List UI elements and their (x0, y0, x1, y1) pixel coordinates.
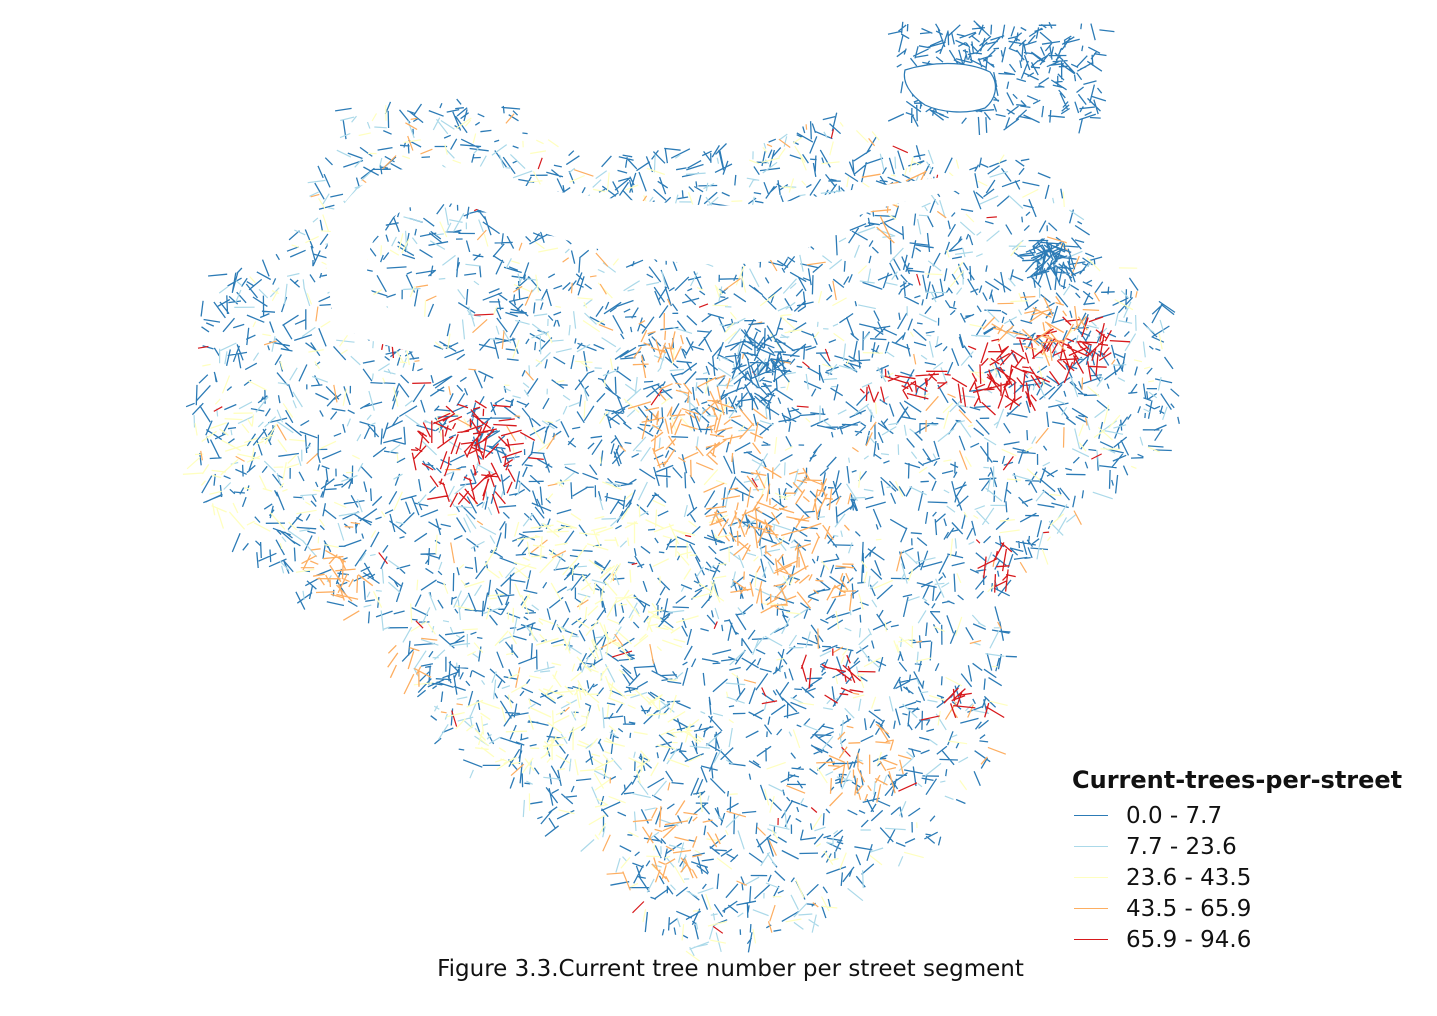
legend-item: 7.7 - 23.6 (1072, 831, 1432, 862)
street-cluster (632, 312, 684, 379)
street-cluster (977, 542, 1016, 593)
street-cluster (1019, 237, 1079, 291)
high-tree-clusters (182, 170, 1131, 883)
legend-swatch (1074, 877, 1108, 878)
street-cluster (387, 637, 438, 695)
street-cluster (720, 319, 795, 411)
dock-island (903, 62, 997, 113)
map-legend: Current-trees-per-street 0.0 - 7.7 7.7 -… (1072, 766, 1432, 955)
legend-label: 0.0 - 7.7 (1126, 802, 1223, 829)
street-class-2 (186, 105, 1163, 962)
legend-label: 43.5 - 65.9 (1126, 895, 1252, 922)
legend-swatch (1074, 846, 1108, 847)
legend-title: Current-trees-per-street (1072, 766, 1403, 794)
street-cluster (982, 295, 1088, 367)
legend-label: 23.6 - 43.5 (1126, 864, 1252, 891)
street-cluster (301, 548, 374, 602)
river-thames (326, 166, 960, 355)
street-cluster (182, 412, 306, 532)
legend-swatch (1074, 939, 1108, 940)
street-cluster (1031, 316, 1131, 384)
street-class-0 (185, 20, 1180, 953)
street-cluster (703, 466, 850, 570)
legend-item: 23.6 - 43.5 (1072, 862, 1432, 893)
street-cluster (411, 400, 544, 514)
street-cluster (627, 374, 768, 478)
street-cluster (859, 368, 951, 403)
street-cluster (730, 553, 856, 614)
street-cluster (951, 337, 1060, 416)
legend-item: 43.5 - 65.9 (1072, 893, 1432, 924)
street-cluster (464, 505, 721, 673)
legend-swatch (1074, 908, 1108, 909)
legend-label: 65.9 - 94.6 (1126, 926, 1252, 953)
legend-item: 0.0 - 7.7 (1072, 800, 1432, 831)
legend-label: 7.7 - 23.6 (1126, 833, 1237, 860)
legend-item: 65.9 - 94.6 (1072, 924, 1432, 955)
figure-caption: Figure 3.3.Current tree number per stree… (0, 956, 1437, 982)
street-cluster (632, 800, 721, 883)
figure-caption-text: Figure 3.3.Current tree number per stree… (437, 956, 1024, 982)
street-class-4 (197, 128, 1102, 934)
street-cluster (943, 687, 1005, 719)
street-segments (185, 20, 1180, 962)
street-cluster (446, 662, 702, 784)
street-cluster (816, 723, 912, 807)
street-cluster (800, 648, 876, 704)
legend-swatch (1074, 815, 1108, 816)
